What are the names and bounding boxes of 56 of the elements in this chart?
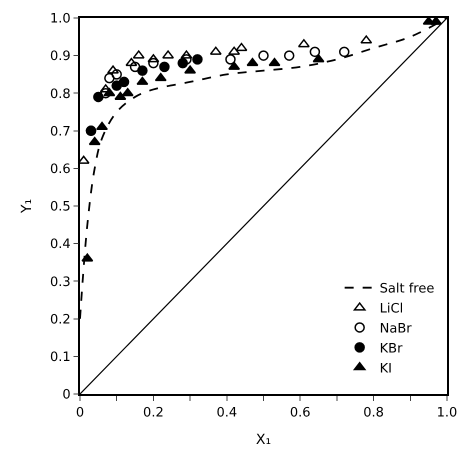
text: 0 [76, 405, 84, 420]
point [122, 88, 134, 96]
point [125, 58, 138, 66]
point [312, 54, 324, 62]
x-tick-label: 0.4 [216, 405, 238, 420]
y-tick-label: 0.1 [50, 350, 71, 365]
x-tick-label: 0.6 [290, 405, 311, 420]
x-axis-title: X₁ [256, 432, 272, 448]
point [107, 65, 119, 74]
point [284, 50, 294, 61]
point [310, 46, 320, 58]
legend-label: KI [380, 361, 392, 376]
point [154, 72, 167, 82]
point [338, 46, 350, 58]
y-tick-label: 0.3 [50, 274, 71, 290]
point [88, 136, 101, 146]
y-tick-label: 0.5 [50, 200, 71, 215]
point [132, 50, 145, 59]
legend-label: LiCl [380, 302, 404, 317]
point [236, 42, 248, 52]
legend-label: Salt free [380, 282, 434, 297]
point [148, 58, 159, 68]
point [81, 253, 94, 262]
point [118, 76, 130, 88]
point [111, 69, 122, 80]
x-tick-label: 0.8 [363, 405, 384, 420]
y-tick-label: 0.2 [50, 312, 71, 328]
point [159, 62, 170, 72]
y-tick-label: 0.9 [50, 49, 71, 64]
point [178, 58, 188, 68]
point [192, 54, 203, 65]
text: 1.0 [436, 405, 458, 420]
point [184, 65, 196, 74]
point [225, 54, 236, 65]
legend-label: NaBr [380, 322, 412, 337]
y-tick-label: 0.4 [50, 237, 71, 252]
x-tick-label: 0.2 [143, 405, 164, 420]
y-tick-label: 0.7 [50, 124, 71, 140]
point [103, 88, 116, 96]
point [246, 58, 258, 66]
point [137, 65, 148, 76]
point [96, 122, 108, 130]
y-tick-label: 0 [62, 388, 71, 403]
point [162, 50, 174, 59]
point [93, 92, 104, 102]
point [268, 58, 280, 66]
point [104, 72, 115, 84]
y-tick-label: 0.6 [50, 162, 71, 177]
point [130, 62, 140, 72]
point [360, 35, 372, 44]
legend-label: KBr [380, 341, 404, 356]
y-axis-title: Y₁ [19, 198, 36, 214]
point [180, 50, 192, 59]
y-tick-label: 1.0 [50, 12, 71, 27]
point [258, 50, 269, 61]
y-tick-label: 0.8 [50, 86, 71, 102]
